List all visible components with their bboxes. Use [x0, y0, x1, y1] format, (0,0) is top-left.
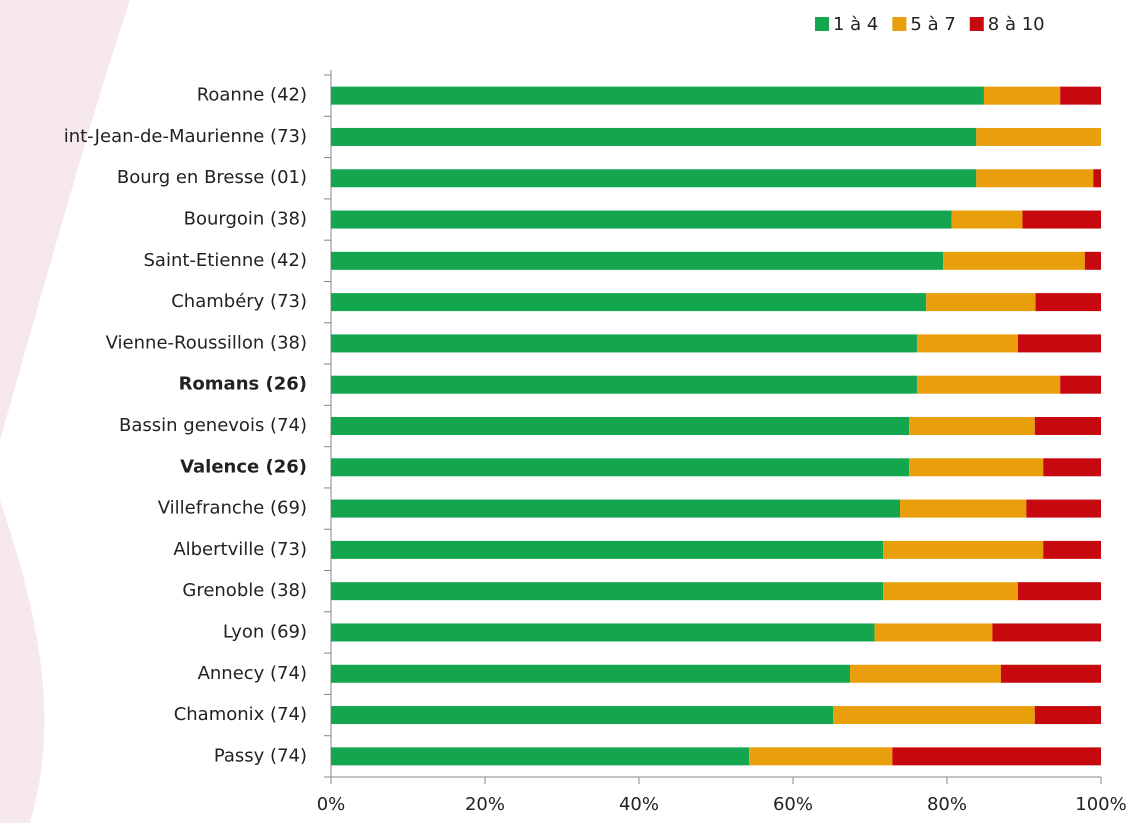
y-tick-label: Saint-Etienne (42) [144, 250, 308, 271]
y-tick-label: Villefranche (69) [158, 498, 307, 519]
bar-segment [900, 500, 1026, 518]
bar-segment [892, 747, 1101, 765]
bar-segment [331, 334, 917, 352]
y-tick-label: Chambéry (73) [171, 291, 307, 312]
bar-segment [1018, 582, 1101, 600]
y-tick-label: Romans (26) [179, 374, 307, 395]
y-tick-label: Chamonix (74) [174, 704, 307, 725]
y-tick-label: Bourg en Bresse (01) [117, 167, 307, 188]
bar-segment [917, 376, 1060, 394]
y-tick-label: Passy (74) [214, 745, 307, 766]
bar-segment [1043, 458, 1101, 476]
bar-segment [833, 706, 1035, 724]
bar-segment [1035, 417, 1101, 435]
y-tick-label: Grenoble (38) [182, 580, 307, 601]
bar-segment [331, 169, 976, 187]
x-tick-label: 0% [317, 794, 346, 815]
bar-segment [909, 417, 1035, 435]
bar-segment [926, 293, 1035, 311]
bar-segment [984, 87, 1060, 105]
bar-segment [331, 87, 984, 105]
bar-segment [1043, 541, 1101, 559]
bar-segment [1026, 500, 1101, 518]
y-tick-label: Roanne (42) [197, 85, 307, 106]
legend-label: 5 à 7 [910, 14, 955, 35]
bar-segment [883, 541, 1043, 559]
x-tick-label: 20% [465, 794, 505, 815]
bar-segment [1018, 334, 1101, 352]
legend-swatch [970, 17, 984, 31]
bar-segment [331, 458, 909, 476]
background-shape [0, 0, 130, 440]
bar-segment [1022, 211, 1101, 229]
legend-swatch [815, 17, 829, 31]
bar-segment [976, 169, 1093, 187]
bar-segment [1060, 87, 1101, 105]
y-tick-label: Bourgoin (38) [184, 209, 307, 230]
x-tick-label: 60% [773, 794, 813, 815]
x-tick-label: 100% [1075, 794, 1126, 815]
bar-segment [331, 747, 749, 765]
bar-segment [943, 252, 1085, 270]
y-tick-label: Lyon (69) [223, 621, 307, 642]
bar-segment [331, 211, 952, 229]
bar-segment [917, 334, 1018, 352]
bar-segment [331, 500, 900, 518]
bar-segment [952, 211, 1023, 229]
bar-segment [331, 293, 926, 311]
y-tick-label: Valence (26) [180, 456, 307, 477]
y-tick-label: Bassin genevois (74) [119, 415, 307, 436]
bar-segment [1085, 252, 1101, 270]
y-tick-label: Annecy (74) [198, 663, 307, 684]
x-tick-label: 80% [927, 794, 967, 815]
bar-segment [331, 128, 976, 146]
bar-segment [1035, 706, 1101, 724]
bar-segment [850, 665, 1001, 683]
bar-segment [883, 582, 1018, 600]
bar-segment [331, 623, 875, 641]
bar-segment [875, 623, 993, 641]
x-tick-label: 40% [619, 794, 659, 815]
y-tick-label: Vienne-Roussillon (38) [106, 332, 307, 353]
bar-segment [976, 128, 1101, 146]
legend-label: 1 à 4 [833, 14, 878, 35]
y-tick-label: Albertville (73) [173, 539, 307, 560]
bar-segment [331, 252, 943, 270]
bar-segment [1060, 376, 1101, 394]
y-tick-label: int-Jean-de-Maurienne (73) [64, 126, 307, 147]
bar-segment [1093, 169, 1101, 187]
bar-segment [331, 582, 883, 600]
bar-segment [331, 706, 833, 724]
bar-segment [992, 623, 1101, 641]
legend-swatch [892, 17, 906, 31]
bar-segment [331, 665, 850, 683]
legend-label: 8 à 10 [988, 14, 1045, 35]
bar-segment [909, 458, 1043, 476]
bar-segment [1036, 293, 1101, 311]
bar-segment [331, 541, 883, 559]
background-shape [0, 500, 44, 823]
bar-segment [1001, 665, 1101, 683]
bar-segment [331, 376, 917, 394]
bar-segment [749, 747, 892, 765]
bar-segment [331, 417, 909, 435]
chart: 0% 20% 40% 60% 80% 100% Roanne (42) int-Jean-de… [0, 0, 1135, 823]
